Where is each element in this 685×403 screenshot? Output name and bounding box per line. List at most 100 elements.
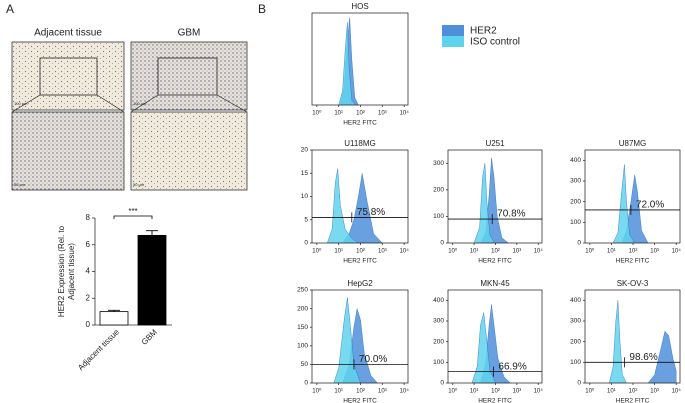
x-tick-label: 10³	[378, 249, 387, 255]
y-tick-label: 400	[433, 297, 444, 304]
plot-frame	[311, 12, 409, 106]
gate-label: 66.9%	[498, 361, 526, 372]
plot-frame	[447, 289, 543, 384]
x-tick-label: 10⁴	[400, 388, 410, 395]
y-tick-label: 0	[304, 240, 308, 247]
annotation: ***	[128, 207, 137, 216]
x-tick-label: 10¹	[607, 249, 616, 255]
chart-title: U118MG	[344, 139, 375, 148]
x-axis-label: HER2 FITC	[478, 398, 512, 403]
scale-bar: 100 μm	[133, 101, 147, 106]
bar	[99, 311, 129, 326]
x-tick-label: 10⁰	[448, 388, 458, 395]
x-tick-label: 10⁰	[585, 248, 595, 255]
x-tick-label: 10¹	[607, 389, 616, 395]
gate-label: 70.8%	[497, 209, 525, 220]
x-tick-label: 10³	[513, 389, 522, 395]
x-tick-label: 10¹	[334, 111, 343, 117]
y-tick-label: 400	[570, 157, 581, 164]
bar	[137, 234, 167, 326]
gate-label: 75.8%	[357, 207, 385, 218]
x-tick-label: 10³	[378, 389, 387, 395]
y-tick-label: 200	[433, 338, 444, 345]
y-tick-label: 200	[297, 305, 308, 312]
legend-swatch	[442, 36, 464, 47]
y-tick-label: 300	[570, 318, 581, 325]
y-tick-label: 300	[433, 318, 444, 325]
x-tick-label: 10¹	[334, 389, 343, 395]
y-tick-label: 50	[301, 361, 309, 368]
x-tick-label: 10³	[650, 389, 659, 395]
y-tick-label: 4	[86, 267, 91, 276]
error-bar	[146, 230, 158, 236]
significance-bracket	[113, 215, 153, 219]
x-tick-label: 10⁴	[534, 388, 544, 395]
x-axis-label: HER2 FITC	[616, 398, 650, 403]
y-tick-label: 100	[570, 359, 581, 366]
x-tick-label: 10⁰	[312, 110, 322, 117]
image-title: Adjacent tissue	[34, 28, 102, 39]
y-tick-label: 400	[570, 297, 581, 304]
y-tick-label: 5	[304, 216, 308, 223]
x-tick-label: 10²	[629, 389, 638, 395]
x-tick-label: 10⁴	[672, 248, 682, 255]
histogram-area	[338, 22, 357, 106]
x-tick-label: 10²	[356, 389, 365, 395]
x-tick-label: 10²	[629, 249, 638, 255]
y-tick-label: 250	[297, 287, 308, 294]
gate-line	[585, 357, 680, 368]
gate-line	[448, 214, 542, 225]
gate-label: 72.0%	[636, 200, 664, 211]
y-tick-label: 150	[297, 324, 308, 331]
y-tick-label: 0	[304, 380, 308, 387]
panel-label: A	[6, 2, 14, 16]
image-title: GBM	[178, 28, 201, 39]
error-bar	[108, 309, 120, 312]
y-tick-label: 100	[297, 343, 308, 350]
y-axis-label: HER2 Expression (Rel. to	[57, 225, 66, 317]
legend-swatch	[442, 25, 464, 36]
y-tick-label: 10	[301, 193, 309, 200]
x-tick-label: 10⁴	[672, 388, 682, 395]
y-tick-label: 2	[86, 293, 91, 302]
scale-bar: 50 μm	[14, 182, 26, 187]
histogram-area	[647, 330, 677, 384]
x-axis-label: HER2 FITC	[478, 258, 512, 265]
y-tick-label: 100	[433, 213, 444, 220]
y-tick-label: 20	[301, 147, 309, 154]
x-tick-label: 10⁰	[585, 388, 595, 395]
y-tick-label: 200	[433, 187, 444, 194]
micrographs	[11, 41, 248, 191]
y-tick-label: 100	[433, 359, 444, 366]
x-tick-label: GBM	[140, 327, 159, 346]
y-tick-label: 0	[577, 380, 581, 387]
histogram-area	[473, 163, 495, 244]
legend-label: HER2	[470, 26, 497, 37]
chart-title: U251	[485, 139, 505, 148]
x-tick-label: 10²	[356, 111, 365, 117]
x-tick-label: 10⁴	[400, 110, 410, 117]
histogram-area	[609, 300, 627, 384]
gate-label: 70.0%	[359, 354, 387, 365]
gate-label: 98.6%	[629, 352, 657, 363]
y-tick-label: 200	[570, 338, 581, 345]
plot-frame	[584, 149, 681, 244]
scale-bar: 100 μm	[14, 101, 28, 106]
gate-line	[585, 204, 680, 215]
histogram-area	[612, 164, 636, 244]
x-tick-label: 10²	[491, 249, 500, 255]
x-tick-label: 10³	[650, 249, 659, 255]
x-tick-label: 10¹	[470, 249, 479, 255]
x-tick-label: 10⁴	[534, 248, 544, 255]
chart-title: SK-OV-3	[617, 279, 649, 288]
chart-title: U87MG	[619, 139, 647, 148]
gate-line	[312, 212, 408, 223]
y-tick-label: 6	[86, 240, 91, 249]
histogram-area	[333, 297, 361, 384]
x-axis-label: HER2 FITC	[343, 120, 377, 127]
y-tick-label: 0	[86, 320, 91, 329]
y-tick-label: 100	[570, 219, 581, 226]
y-axis-label: Adjacent tissue)	[67, 243, 76, 300]
x-tick-label: 10⁰	[312, 248, 322, 255]
